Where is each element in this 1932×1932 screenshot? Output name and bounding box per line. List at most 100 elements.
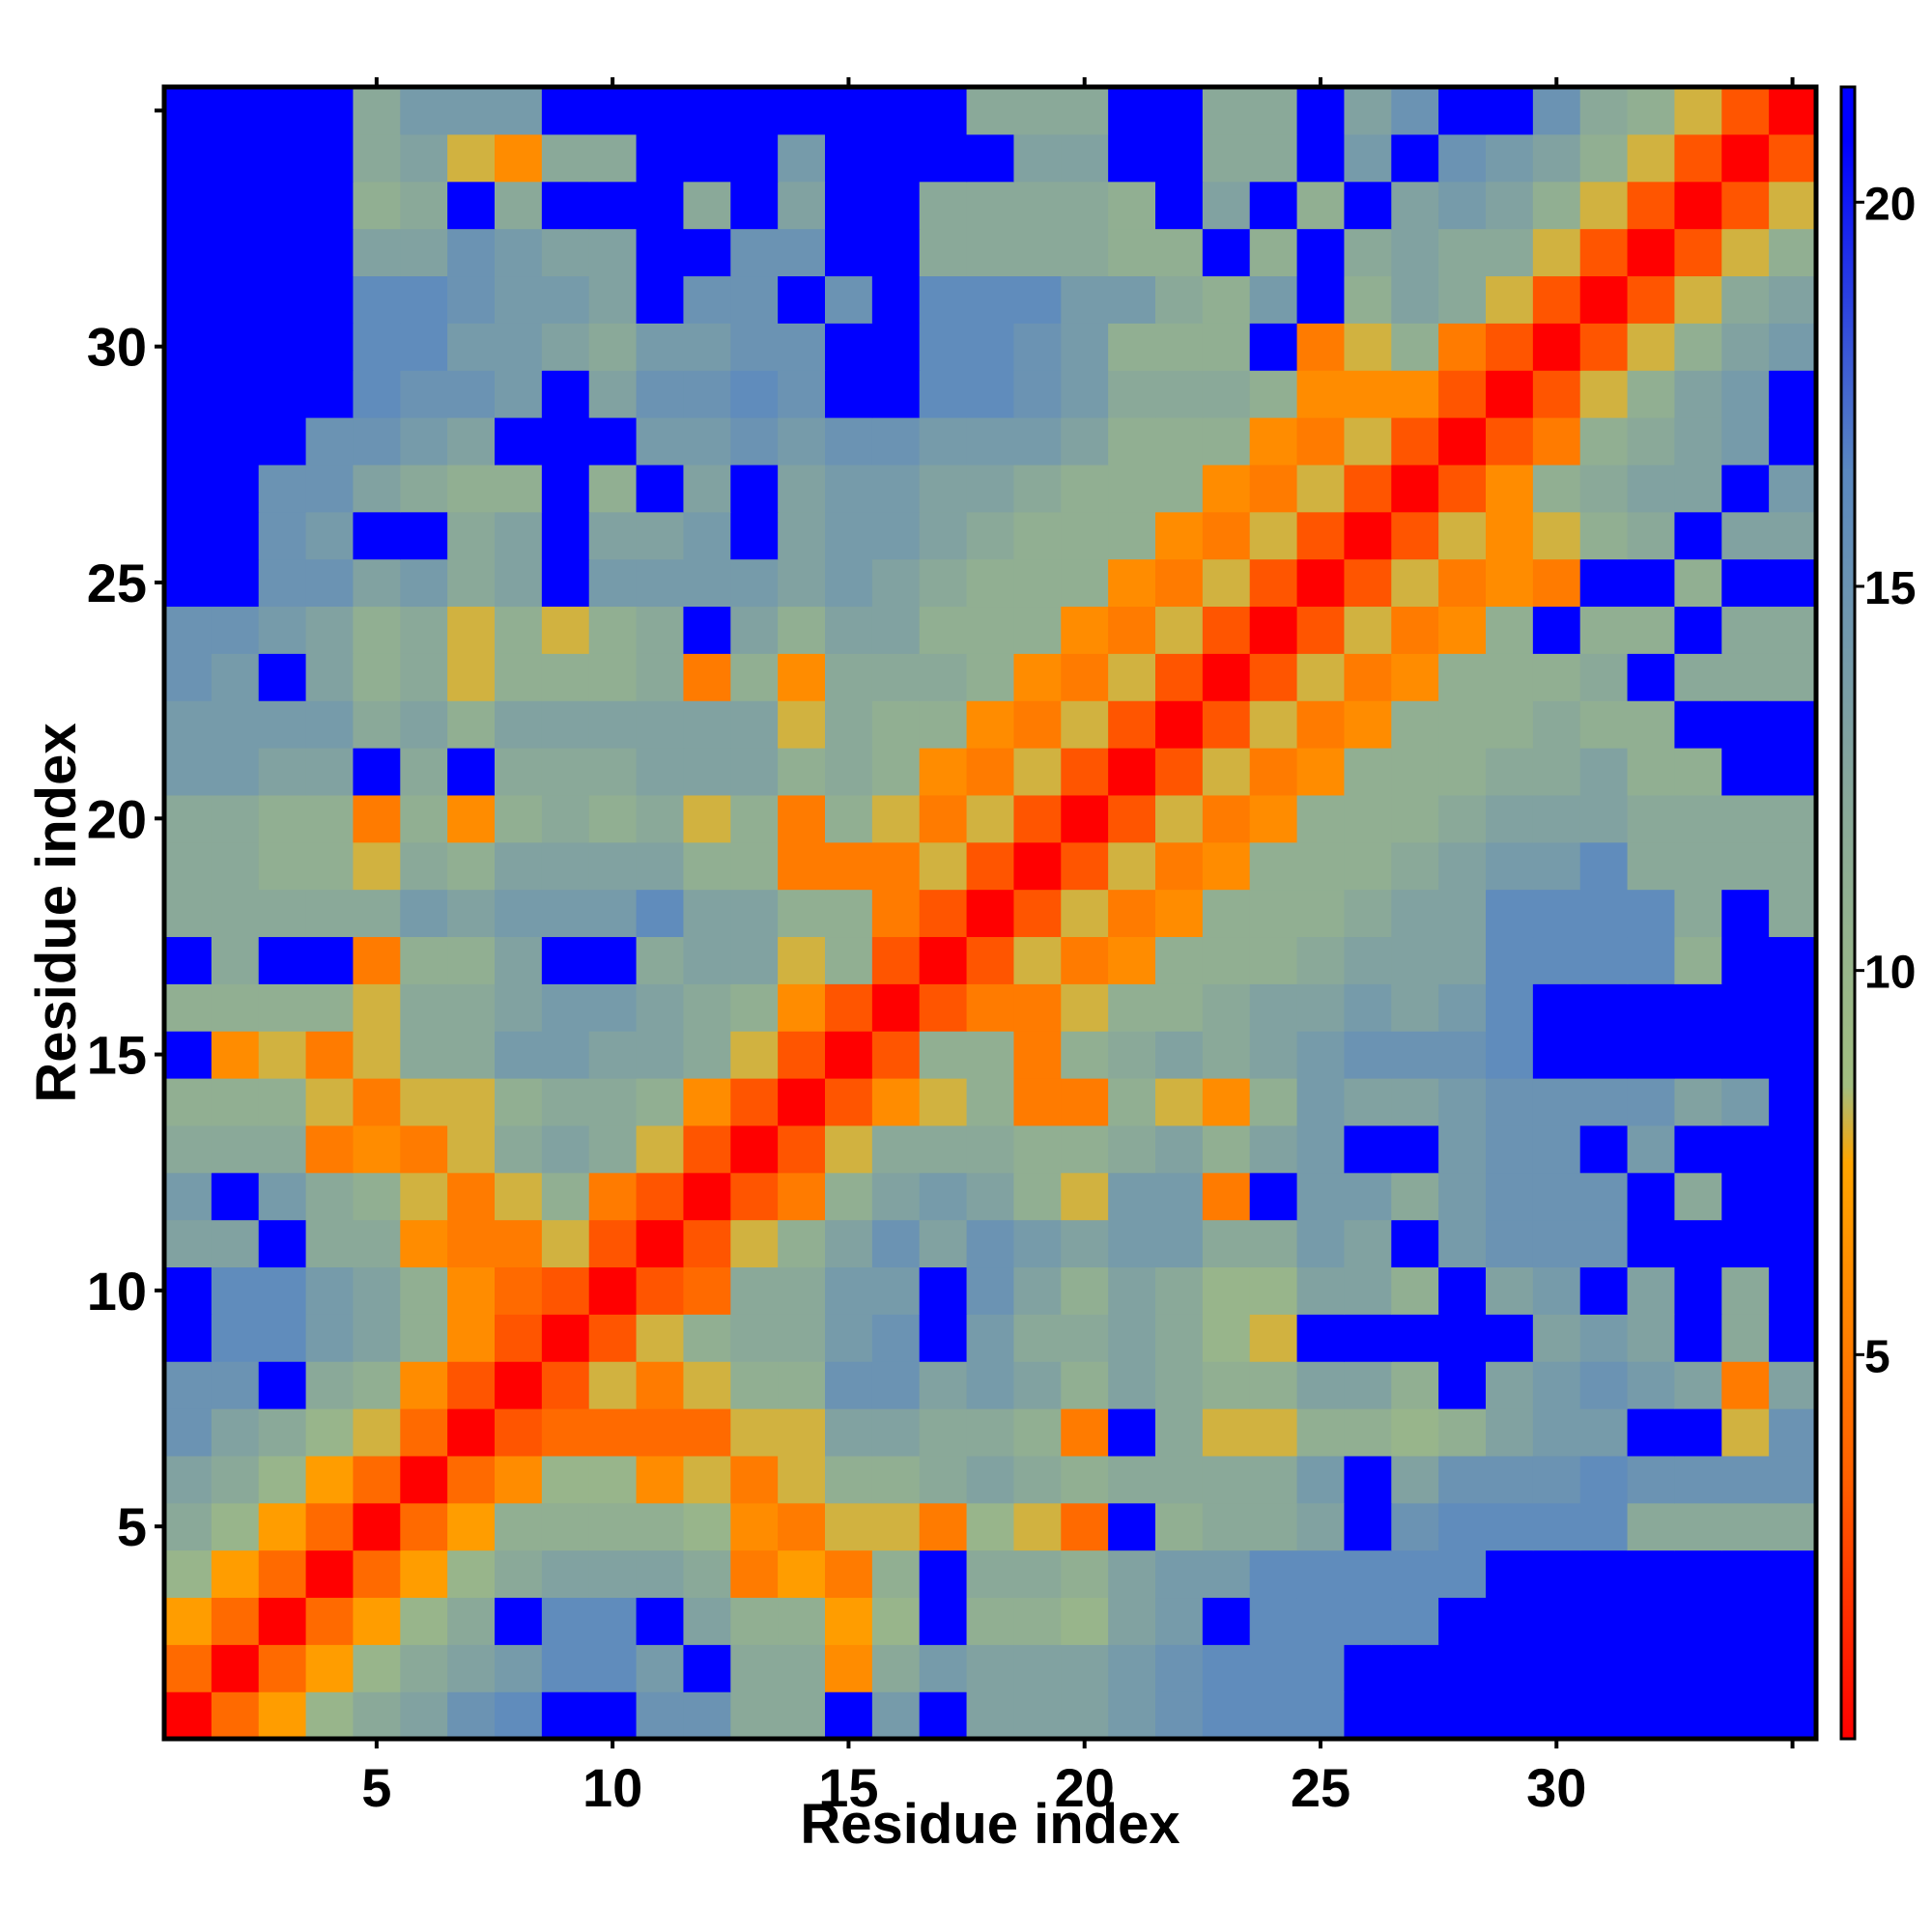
heatmap-cell — [1438, 1502, 1487, 1551]
heatmap-cell — [1061, 700, 1109, 749]
heatmap-cell — [825, 1597, 873, 1645]
heatmap-cell — [541, 1549, 590, 1599]
heatmap-cell — [1674, 1408, 1722, 1457]
heatmap-cell — [1249, 87, 1298, 135]
heatmap-cell — [966, 1549, 1015, 1599]
heatmap-cell — [1061, 1455, 1109, 1504]
heatmap-cell — [1438, 1361, 1487, 1409]
heatmap-cell — [211, 464, 260, 513]
heatmap-cell — [305, 1455, 355, 1504]
heatmap-cell — [1769, 370, 1817, 418]
heatmap-cell — [730, 748, 779, 796]
heatmap-cell — [400, 1597, 448, 1645]
heatmap-cell — [1486, 841, 1534, 891]
heatmap-cell — [1532, 889, 1581, 938]
heatmap-cell — [353, 1172, 401, 1221]
heatmap-cell — [919, 1078, 968, 1126]
heatmap-cell — [966, 1266, 1015, 1315]
heatmap-cell — [353, 936, 401, 984]
heatmap-cell — [1769, 1219, 1817, 1268]
heatmap-cell — [1296, 794, 1346, 843]
heatmap-cell — [1061, 1031, 1109, 1079]
heatmap-cell — [447, 323, 496, 371]
heatmap-cell — [966, 558, 1015, 608]
heatmap-cell — [1627, 228, 1676, 277]
heatmap-cell — [258, 606, 307, 654]
heatmap-cell — [1532, 841, 1581, 891]
heatmap-cell — [258, 748, 307, 796]
heatmap-cell — [305, 1408, 355, 1457]
heatmap-cell — [778, 936, 826, 984]
heatmap-cell — [919, 889, 968, 938]
heatmap-cell — [1769, 1266, 1817, 1315]
heatmap-cell — [683, 133, 731, 183]
heatmap-cell — [353, 841, 401, 891]
heatmap-cell — [1769, 748, 1817, 796]
heatmap-cell — [1108, 1361, 1156, 1409]
heatmap-cell — [778, 1124, 826, 1174]
heatmap-cell — [825, 1644, 873, 1692]
heatmap-cell — [1155, 936, 1204, 984]
heatmap-cell — [211, 1078, 260, 1126]
heatmap-cell — [730, 700, 779, 749]
heatmap-cell — [871, 511, 921, 560]
heatmap-cell — [1061, 1408, 1109, 1457]
heatmap-cell — [1391, 1597, 1439, 1645]
heatmap-cell — [1061, 511, 1109, 560]
heatmap-cell — [1249, 1455, 1298, 1504]
heatmap-cell — [588, 889, 638, 938]
heatmap-cell — [1532, 1314, 1581, 1362]
heatmap-cell — [1249, 417, 1298, 466]
heatmap-cell — [730, 936, 779, 984]
heatmap-cell — [1674, 1455, 1722, 1504]
heatmap-cell — [825, 700, 873, 749]
heatmap-cell — [1344, 1408, 1392, 1457]
heatmap-cell — [1202, 133, 1251, 183]
heatmap-cell — [353, 87, 401, 135]
heatmap-cell — [400, 323, 448, 371]
heatmap-cell — [1202, 370, 1251, 418]
heatmap-cell — [1391, 228, 1439, 277]
heatmap-cell — [305, 936, 355, 984]
heatmap-cell — [683, 1549, 731, 1599]
heatmap-cell — [1721, 1172, 1770, 1221]
heatmap-cell — [636, 1691, 685, 1740]
heatmap-cell — [1296, 323, 1346, 371]
heatmap-cell — [1627, 1597, 1676, 1645]
heatmap-cell — [1344, 1078, 1392, 1126]
heatmap-cell — [164, 983, 213, 1032]
heatmap-cell — [919, 511, 968, 560]
heatmap-cell — [447, 1549, 496, 1599]
heatmap-cell — [1486, 606, 1534, 654]
heatmap-cell — [400, 370, 448, 418]
heatmap-cell — [1013, 511, 1062, 560]
heatmap-cell — [258, 841, 307, 891]
heatmap-cell — [1721, 1219, 1770, 1268]
heatmap-cell — [1108, 1502, 1156, 1551]
heatmap-cell — [495, 87, 543, 135]
heatmap-cell — [778, 606, 826, 654]
heatmap-cell — [164, 558, 213, 608]
heatmap-cell — [1249, 323, 1298, 371]
heatmap-cell — [1769, 889, 1817, 938]
heatmap-cell — [1674, 1078, 1722, 1126]
heatmap-cell — [966, 1078, 1015, 1126]
heatmap-cell — [495, 464, 543, 513]
heatmap-cell — [495, 1691, 543, 1740]
heatmap-cell — [305, 370, 355, 418]
heatmap-cell — [211, 370, 260, 418]
heatmap-cell — [541, 936, 590, 984]
heatmap-cell — [353, 1597, 401, 1645]
heatmap-cell — [1438, 1124, 1487, 1174]
heatmap-cell — [778, 1455, 826, 1504]
heatmap-cell — [1532, 1219, 1581, 1268]
heatmap-cell — [1674, 228, 1722, 277]
heatmap-cell — [1486, 1078, 1534, 1126]
heatmap-cell — [495, 1644, 543, 1692]
heatmap-cell — [588, 983, 638, 1032]
heatmap-cell — [683, 1361, 731, 1409]
heatmap-cell — [1249, 1408, 1298, 1457]
heatmap-cell — [164, 370, 213, 418]
heatmap-cell — [1486, 181, 1534, 230]
heatmap-cell — [1486, 1691, 1534, 1740]
